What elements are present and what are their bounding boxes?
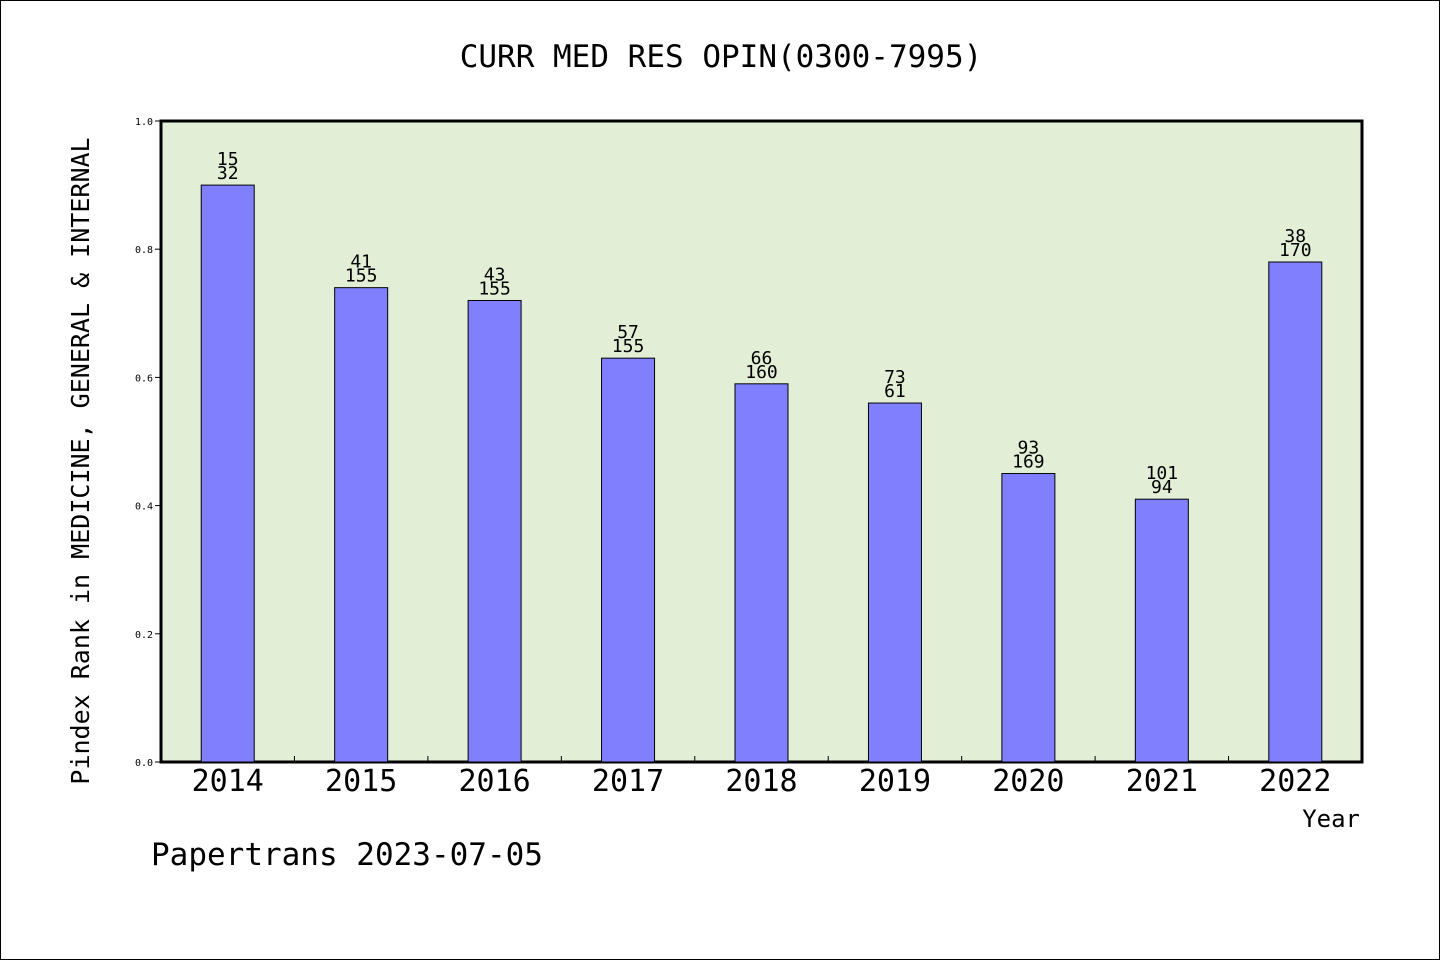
y-tick-label: 0.6 [135,373,153,384]
y-axis-ticks: 0.0 0.2 0.4 0.6 0.8 1.0 [135,117,161,769]
bar-2019 [867,402,922,763]
bar-label-bottom: 155 [345,266,378,287]
x-tick-label: 2016 [458,764,530,799]
bar-2015 [334,287,389,763]
bar-label-bottom: 169 [1012,452,1045,473]
y-axis-label: Pindex Rank in MEDICINE, GENERAL & INTER… [66,137,95,784]
bar-label-top: 101 [1146,463,1179,484]
x-tick-label: 2015 [325,764,397,799]
bar-label-top: 41 [350,252,372,273]
bar-2018 [734,383,789,763]
bar-label-bottom: 160 [745,362,778,383]
bar-label-bottom: 61 [884,381,906,402]
chart-title: CURR MED RES OPIN(0300-7995) [460,39,983,75]
bar-label-bottom: 32 [217,163,239,184]
bar-2017 [601,357,656,763]
bar-2022 [1268,261,1323,763]
y-tick-label: 0.4 [135,502,153,513]
bar-label-top: 66 [751,348,773,369]
bar-2020 [1001,473,1056,763]
x-tick-label: 2017 [592,764,664,799]
bar-label-top: 57 [617,322,639,343]
bar-label-top: 15 [217,149,239,170]
y-tick-label: 0.8 [135,245,153,256]
bar-label-bottom: 155 [612,336,645,357]
x-axis-label: Year [1302,805,1360,833]
bar-2021 [1134,498,1189,763]
x-tick-label: 2021 [1126,764,1198,799]
x-tick-label: 2022 [1259,764,1331,799]
x-tick-label: 2020 [992,764,1064,799]
y-tick-label: 1.0 [135,117,153,128]
bar-label-top: 43 [484,264,506,285]
y-tick-label: 0.0 [135,758,153,769]
bar-label-top: 38 [1284,226,1306,247]
bar-label-bottom: 94 [1151,477,1173,498]
bar-label-bottom: 155 [478,278,511,299]
bar-2016 [467,299,522,763]
bar-2014 [200,184,255,763]
bar-label-bottom: 170 [1279,240,1312,261]
x-tick-label: 2018 [725,764,797,799]
bar-label-top: 73 [884,367,906,388]
x-axis-ticks: 2014 2015 2016 2017 2018 2019 2020 2021 2022 [192,756,1331,799]
bar-label-top: 93 [1018,438,1040,459]
x-tick-label: 2014 [192,764,264,799]
footer-text: Papertrans 2023-07-05 [151,837,543,873]
x-tick-label: 2019 [859,764,931,799]
y-tick-label: 0.2 [135,630,153,641]
